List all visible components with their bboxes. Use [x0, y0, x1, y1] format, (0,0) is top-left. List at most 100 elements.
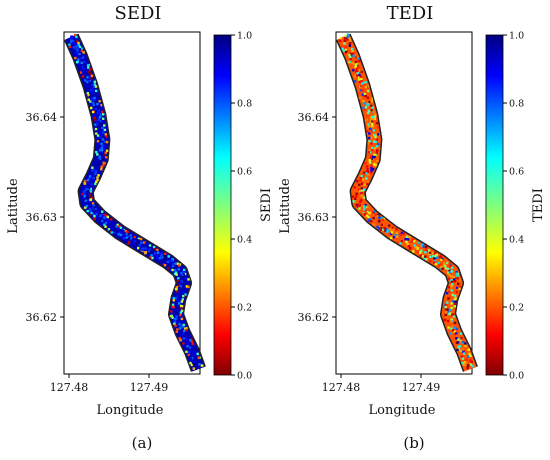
- river-cell: [176, 262, 179, 265]
- river-cell: [347, 61, 351, 64]
- river-cell: [445, 316, 448, 319]
- river-cell: [106, 219, 109, 223]
- river-cell: [368, 218, 371, 221]
- river-cell: [190, 340, 194, 343]
- river-cell: [359, 189, 362, 193]
- xtick-label-tedi-1: 127.48: [322, 381, 361, 394]
- river-cell: [122, 237, 126, 240]
- colorbar-tick-label: 0.0: [237, 371, 252, 382]
- river-cell: [93, 83, 97, 86]
- colorbar-label-tedi: TEDI: [531, 188, 546, 222]
- river-cell: [362, 100, 365, 103]
- river-cell: [104, 133, 107, 136]
- river-cell: [74, 47, 78, 50]
- river-cell: [127, 238, 130, 241]
- river-cell: [350, 53, 353, 56]
- river-cell: [93, 169, 96, 173]
- river-cell: [366, 180, 370, 183]
- colorbar-ticks-sedi: 0.0 0.2 0.4 0.6 0.8 1.0: [231, 31, 252, 382]
- river-cell: [377, 138, 381, 142]
- river-cell: [359, 200, 362, 204]
- river-cell: [456, 274, 459, 278]
- river-cell: [101, 120, 104, 123]
- river-cell: [368, 140, 371, 143]
- river-cell: [356, 180, 359, 183]
- river-cell: [363, 181, 367, 184]
- xtick-label-sedi-1: 127.48: [50, 381, 89, 394]
- river-cell: [85, 185, 89, 189]
- river-cell: [378, 216, 381, 219]
- river-cell: [447, 263, 450, 266]
- river-cell: [346, 36, 349, 39]
- river-cell: [134, 242, 137, 245]
- river-cell: [94, 170, 97, 173]
- river-cell: [376, 133, 379, 136]
- river-cell: [87, 192, 90, 195]
- river-cell: [185, 328, 188, 332]
- river-cell: [354, 200, 357, 203]
- river-cell: [367, 109, 371, 113]
- river-cell: [89, 72, 93, 75]
- river-cell: [354, 197, 357, 200]
- river-cell: [137, 246, 140, 250]
- river-cell: [361, 172, 364, 176]
- river-cell: [450, 270, 454, 273]
- river-cell: [365, 177, 368, 180]
- river-cell: [92, 101, 95, 105]
- river-cell: [89, 198, 93, 201]
- river-cell: [446, 261, 449, 265]
- river-cell: [369, 157, 372, 160]
- river-cell: [83, 195, 86, 198]
- river-cell: [75, 40, 79, 43]
- river-cell: [81, 70, 85, 73]
- river-cell: [402, 232, 406, 235]
- river-map-tedi: [335, 33, 478, 372]
- river-cell: [444, 306, 447, 309]
- river-cell: [182, 294, 185, 298]
- river-cell: [364, 81, 367, 84]
- river-cell: [68, 43, 71, 46]
- river-cell: [372, 163, 376, 166]
- river-cell: [117, 233, 120, 236]
- river-cell: [78, 62, 81, 65]
- river-cell: [359, 177, 363, 180]
- river-cell: [358, 183, 361, 186]
- river-cell: [372, 110, 375, 114]
- river-cell: [455, 270, 458, 274]
- river-cell: [82, 58, 86, 61]
- river-cell: [100, 133, 103, 137]
- river-cell: [115, 225, 118, 228]
- river-cell: [460, 336, 463, 340]
- river-cell: [372, 140, 376, 143]
- river-cell: [367, 173, 370, 176]
- river-cell: [375, 121, 379, 125]
- river-cell: [446, 319, 450, 323]
- river-cell: [366, 167, 369, 171]
- river-cell: [408, 235, 411, 239]
- river-cell: [362, 81, 366, 85]
- river-cell: [89, 194, 92, 197]
- river-cell: [346, 38, 349, 41]
- river-cell: [405, 240, 408, 243]
- river-cell: [367, 163, 370, 166]
- river-cell: [129, 234, 133, 237]
- river-cell: [181, 298, 184, 301]
- river-cell: [388, 224, 391, 227]
- river-cell: [102, 161, 105, 164]
- river-cell: [361, 189, 364, 192]
- river-cell: [414, 241, 418, 244]
- river-cell: [348, 39, 352, 43]
- river-cell: [367, 89, 370, 93]
- river-cell: [384, 221, 388, 224]
- river-cell: [350, 48, 354, 51]
- river-cell: [128, 240, 131, 244]
- river-cell: [149, 255, 152, 259]
- river-cell: [449, 295, 452, 298]
- colorbar-sedi: [213, 34, 232, 376]
- river-cell: [97, 107, 100, 110]
- river-cell: [100, 144, 104, 148]
- river-cell: [201, 364, 204, 367]
- river-cell: [148, 249, 151, 252]
- river-cell: [170, 310, 173, 313]
- river-cell: [94, 107, 97, 111]
